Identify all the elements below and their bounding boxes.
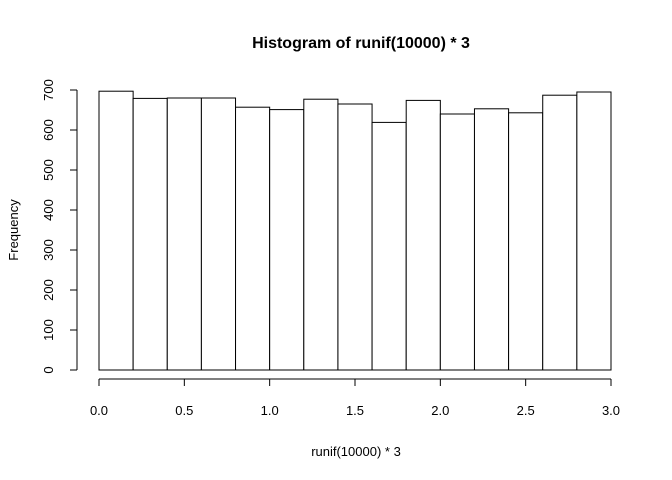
histogram-bar bbox=[166, 97, 202, 371]
histogram-bar bbox=[337, 103, 373, 371]
y-tick-label: 500 bbox=[41, 159, 56, 181]
y-tick-label: 400 bbox=[41, 199, 56, 221]
histogram-bar bbox=[371, 121, 407, 371]
histogram-bar bbox=[303, 98, 339, 371]
y-tick-label: 600 bbox=[41, 119, 56, 141]
y-axis: 0 100 200 300 400 500 600 700 bbox=[41, 79, 78, 374]
x-tick-label: 1.5 bbox=[346, 403, 364, 418]
x-axis: 0.0 0.5 1.0 1.5 2.0 2.5 3.0 bbox=[90, 378, 620, 418]
histogram-bar bbox=[473, 108, 510, 371]
y-tick-label: 200 bbox=[41, 279, 56, 301]
y-axis-label: Frequency bbox=[6, 199, 21, 261]
x-axis-label: runif(10000) * 3 bbox=[311, 444, 401, 459]
histogram-bar bbox=[98, 90, 134, 371]
x-tick-label: 2.0 bbox=[431, 403, 449, 418]
x-tick-label: 3.0 bbox=[602, 403, 620, 418]
bars-group bbox=[98, 90, 612, 371]
y-tick-label: 700 bbox=[41, 79, 56, 101]
histogram-bar bbox=[542, 94, 578, 371]
histogram-bar bbox=[439, 113, 475, 371]
x-tick-label: 0.0 bbox=[90, 403, 108, 418]
histogram-bar bbox=[269, 109, 305, 371]
chart-title: Histogram of runif(10000) * 3 bbox=[252, 35, 470, 52]
histogram-bar bbox=[200, 97, 237, 371]
histogram-bar bbox=[132, 97, 168, 371]
histogram-bar bbox=[235, 106, 271, 371]
x-tick-label: 1.0 bbox=[261, 403, 279, 418]
x-tick-label: 0.5 bbox=[175, 403, 193, 418]
histogram-bar bbox=[508, 112, 544, 371]
x-tick-label: 2.5 bbox=[517, 403, 535, 418]
histogram-bar bbox=[405, 99, 441, 371]
y-tick-label: 0 bbox=[41, 366, 56, 373]
histogram-bar bbox=[576, 91, 612, 371]
y-tick-label: 100 bbox=[41, 319, 56, 341]
y-tick-label: 300 bbox=[41, 239, 56, 261]
